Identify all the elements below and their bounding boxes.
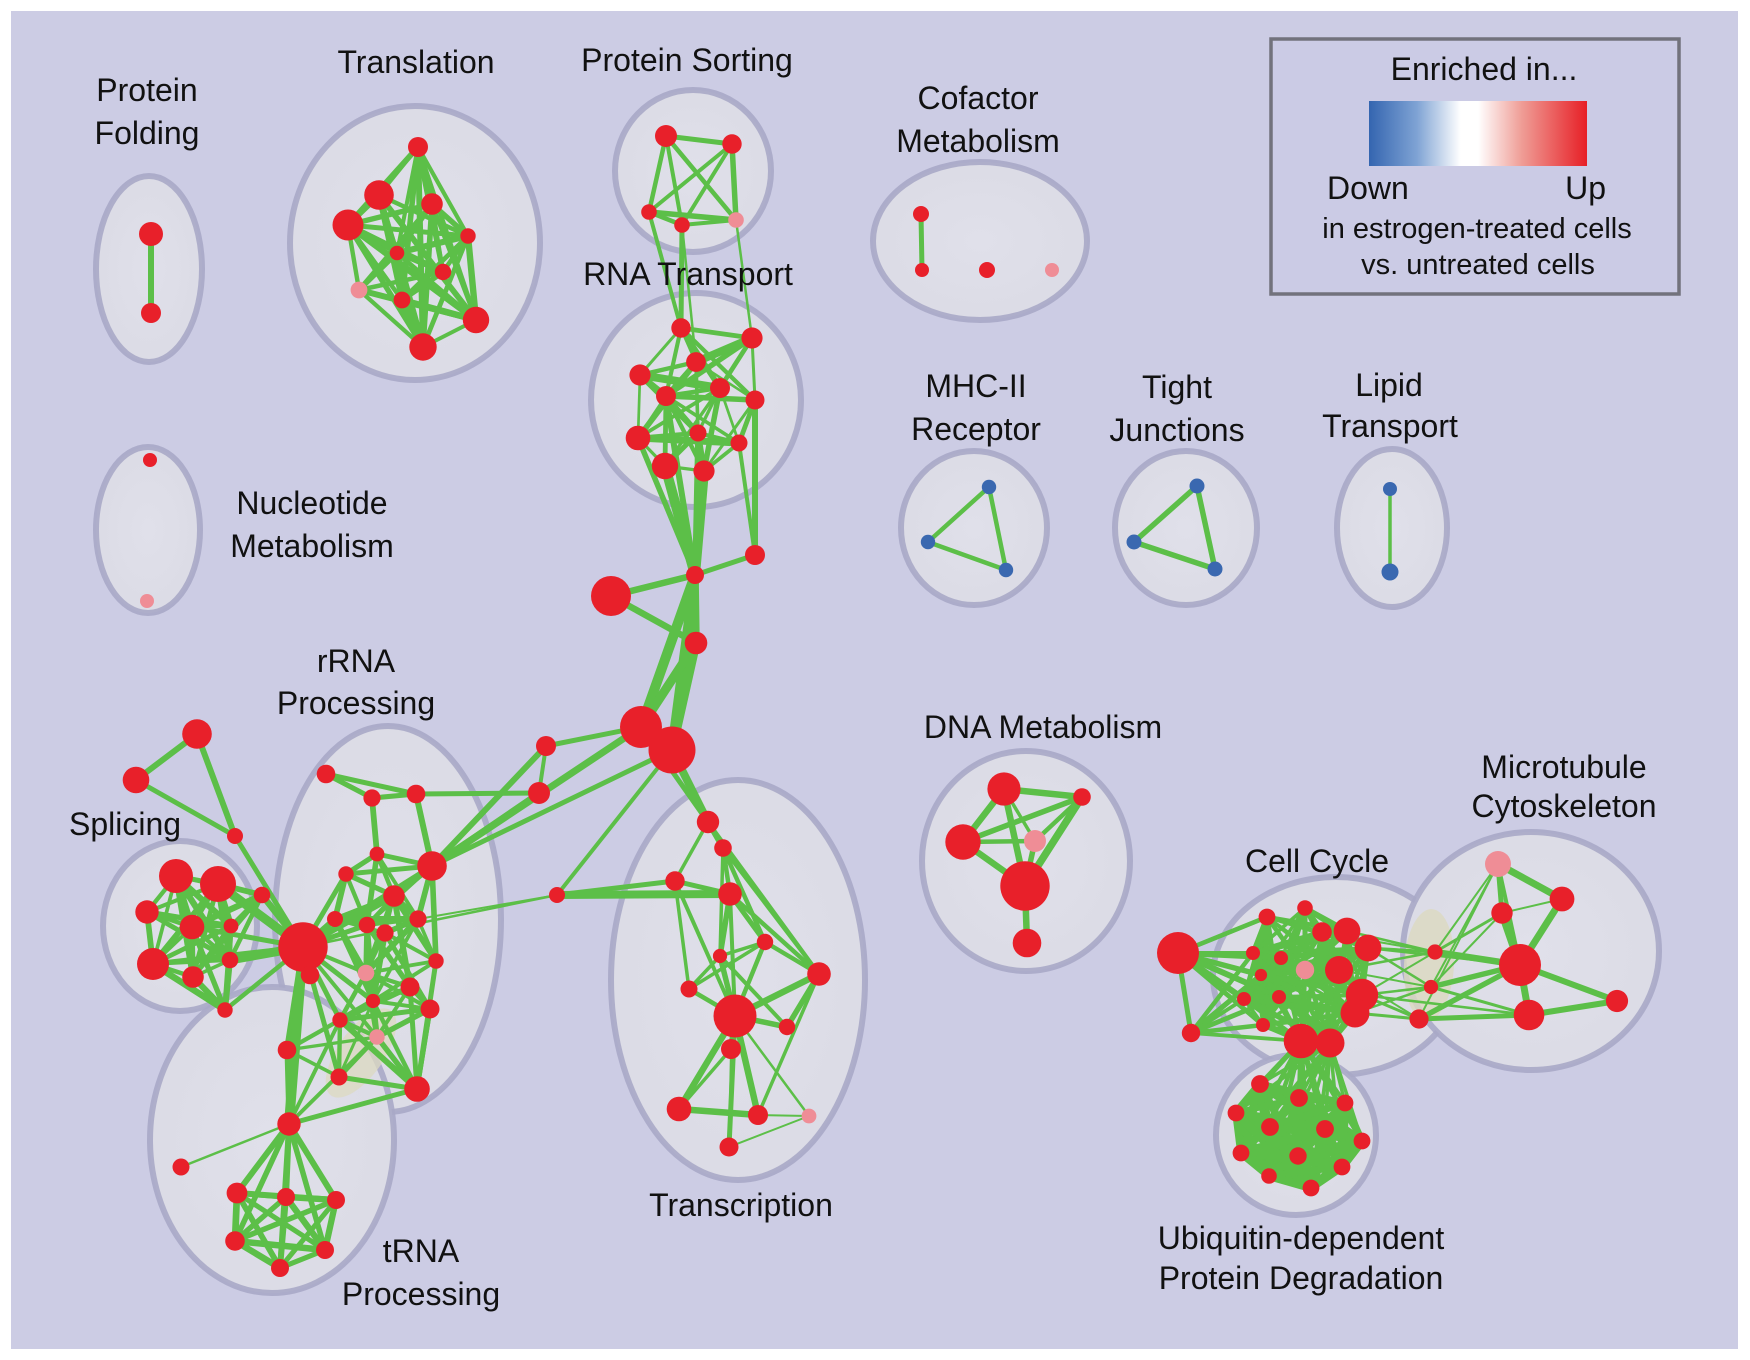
svg-text:Folding: Folding	[95, 115, 200, 151]
svg-text:rRNA: rRNA	[317, 643, 396, 679]
svg-text:Down: Down	[1327, 170, 1409, 206]
svg-text:Cell Cycle: Cell Cycle	[1245, 843, 1389, 879]
svg-text:Cytoskeleton: Cytoskeleton	[1472, 788, 1657, 824]
svg-text:in estrogen-treated cells: in estrogen-treated cells	[1322, 213, 1632, 245]
svg-text:vs. untreated cells: vs. untreated cells	[1361, 249, 1595, 281]
svg-text:Ubiquitin-dependent: Ubiquitin-dependent	[1158, 1220, 1445, 1256]
svg-text:Microtubule: Microtubule	[1481, 749, 1646, 785]
svg-text:Processing: Processing	[342, 1276, 500, 1312]
svg-text:Protein: Protein	[96, 72, 197, 108]
svg-text:Enriched in...: Enriched in...	[1391, 51, 1578, 87]
svg-text:Splicing: Splicing	[69, 806, 181, 842]
svg-text:Transport: Transport	[1322, 408, 1458, 444]
svg-text:Nucleotide: Nucleotide	[236, 485, 387, 521]
svg-text:Lipid: Lipid	[1355, 367, 1423, 403]
svg-text:Junctions: Junctions	[1109, 412, 1244, 448]
svg-text:MHC-II: MHC-II	[925, 368, 1026, 404]
svg-text:Protein Degradation: Protein Degradation	[1159, 1260, 1444, 1296]
svg-text:Up: Up	[1565, 170, 1606, 206]
svg-text:Metabolism: Metabolism	[230, 528, 394, 564]
svg-text:Tight: Tight	[1142, 369, 1212, 405]
svg-text:RNA Transport: RNA Transport	[583, 256, 793, 292]
svg-text:DNA Metabolism: DNA Metabolism	[924, 709, 1162, 745]
svg-text:Metabolism: Metabolism	[896, 123, 1060, 159]
svg-text:Protein Sorting: Protein Sorting	[581, 42, 793, 78]
svg-text:Transcription: Transcription	[649, 1187, 833, 1223]
svg-text:Translation: Translation	[337, 44, 494, 80]
svg-text:tRNA: tRNA	[383, 1233, 460, 1269]
svg-text:Processing: Processing	[277, 685, 435, 721]
svg-text:Receptor: Receptor	[911, 411, 1041, 447]
svg-text:Cofactor: Cofactor	[918, 80, 1039, 116]
